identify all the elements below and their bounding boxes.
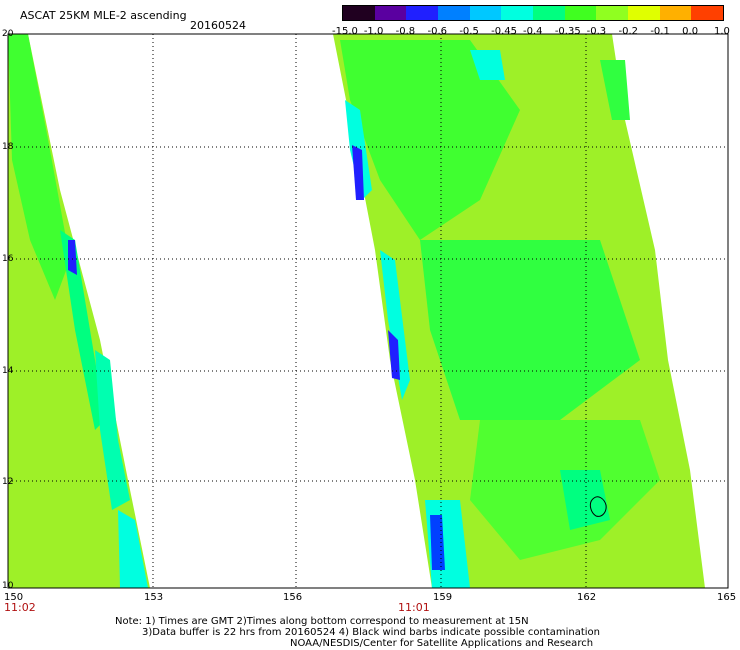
colorbar-label: -0.35 <box>554 26 581 37</box>
colorbar-swatch <box>659 6 692 20</box>
colorbar-label: -1.0 <box>363 26 384 37</box>
colorbar-label: 0.0 <box>682 26 699 37</box>
colorbar <box>342 5 724 21</box>
colorbar-swatch <box>406 6 439 20</box>
lon-tick-165: 165 <box>717 592 737 603</box>
wind-cell-9 <box>380 250 410 400</box>
wind-cell-3 <box>95 350 130 510</box>
colorbar-swatches <box>342 5 724 21</box>
wind-cell-14 <box>430 515 445 570</box>
lat-tick-10: 10 <box>2 581 14 591</box>
wind-cell-8 <box>352 145 364 200</box>
wind-cell-1 <box>60 230 105 430</box>
lon-tick-153: 153 <box>144 592 164 603</box>
note-line-1: Note: 1) Times are GMT 2)Times along bot… <box>115 616 529 627</box>
wind-cell-2 <box>68 240 77 275</box>
colorbar-label: -0.6 <box>427 26 448 37</box>
colorbar-swatch <box>691 6 724 20</box>
colorbar-label: -0.1 <box>650 26 670 37</box>
note-line-2: 3)Data buffer is 22 hrs from 20160524 4)… <box>142 627 600 638</box>
lat-tick-20: 20 <box>2 29 14 39</box>
colorbar-label: -0.8 <box>395 26 416 37</box>
colorbar-labels: -15.0 -1.0 -0.8 -0.6 -0.5 -0.45 -0.4 -0.35 -0.3-… <box>332 26 730 38</box>
colorbar-label: -0.4 <box>523 26 543 37</box>
colorbar-label: -0.3 <box>586 26 607 37</box>
swath-layer <box>8 34 705 588</box>
colorbar-swatch <box>469 6 502 20</box>
colorbar-swatch <box>343 6 375 20</box>
lat-tick-14: 14 <box>2 366 14 376</box>
colorbar-swatch <box>628 6 660 20</box>
map-date: 20160524 <box>190 19 246 32</box>
wind-cell-16 <box>600 60 630 120</box>
colorbar-swatch <box>501 6 534 20</box>
wind-cell-15 <box>560 470 610 530</box>
lon-tick-159: 159 <box>433 592 453 603</box>
contamination-contour <box>589 496 607 517</box>
colorbar-label: -0.5 <box>459 26 479 37</box>
swath-time-right: 11:01 <box>398 601 430 614</box>
lon-tick-156: 156 <box>283 592 303 603</box>
colorbar-swatch <box>564 6 597 20</box>
note-credit: NOAA/NESDIS/Center for Satellite Applica… <box>290 638 594 649</box>
lon-tick-150: 150 <box>4 592 24 603</box>
lat-tick-18: 18 <box>2 142 14 152</box>
wind-cell-10 <box>388 330 400 380</box>
lat-tick-16: 16 <box>2 254 14 264</box>
colorbar-label: -15.0 <box>332 26 358 37</box>
graticule <box>8 34 728 588</box>
map-title: ASCAT 25KM MLE-2 ascending <box>20 9 187 22</box>
colorbar-label: -0.45 <box>491 26 518 37</box>
colorbar-swatch <box>533 6 565 20</box>
wind-cell-11 <box>420 240 640 420</box>
lat-tick-12: 12 <box>2 477 14 487</box>
lon-tick-162: 162 <box>577 592 597 603</box>
colorbar-label: -0.2 <box>618 26 639 37</box>
plot-frame <box>7 33 729 589</box>
colorbar-swatch <box>374 6 407 20</box>
wind-cell-0 <box>8 34 70 300</box>
colorbar-swatch <box>596 6 629 20</box>
wind-cell-4 <box>118 510 148 588</box>
colorbar-label: 1.0 <box>714 26 730 37</box>
colorbar-swatch <box>438 6 470 20</box>
swath-time-left: 11:02 <box>4 601 36 614</box>
wind-cell-5 <box>340 40 520 240</box>
wind-cell-6 <box>470 50 505 80</box>
